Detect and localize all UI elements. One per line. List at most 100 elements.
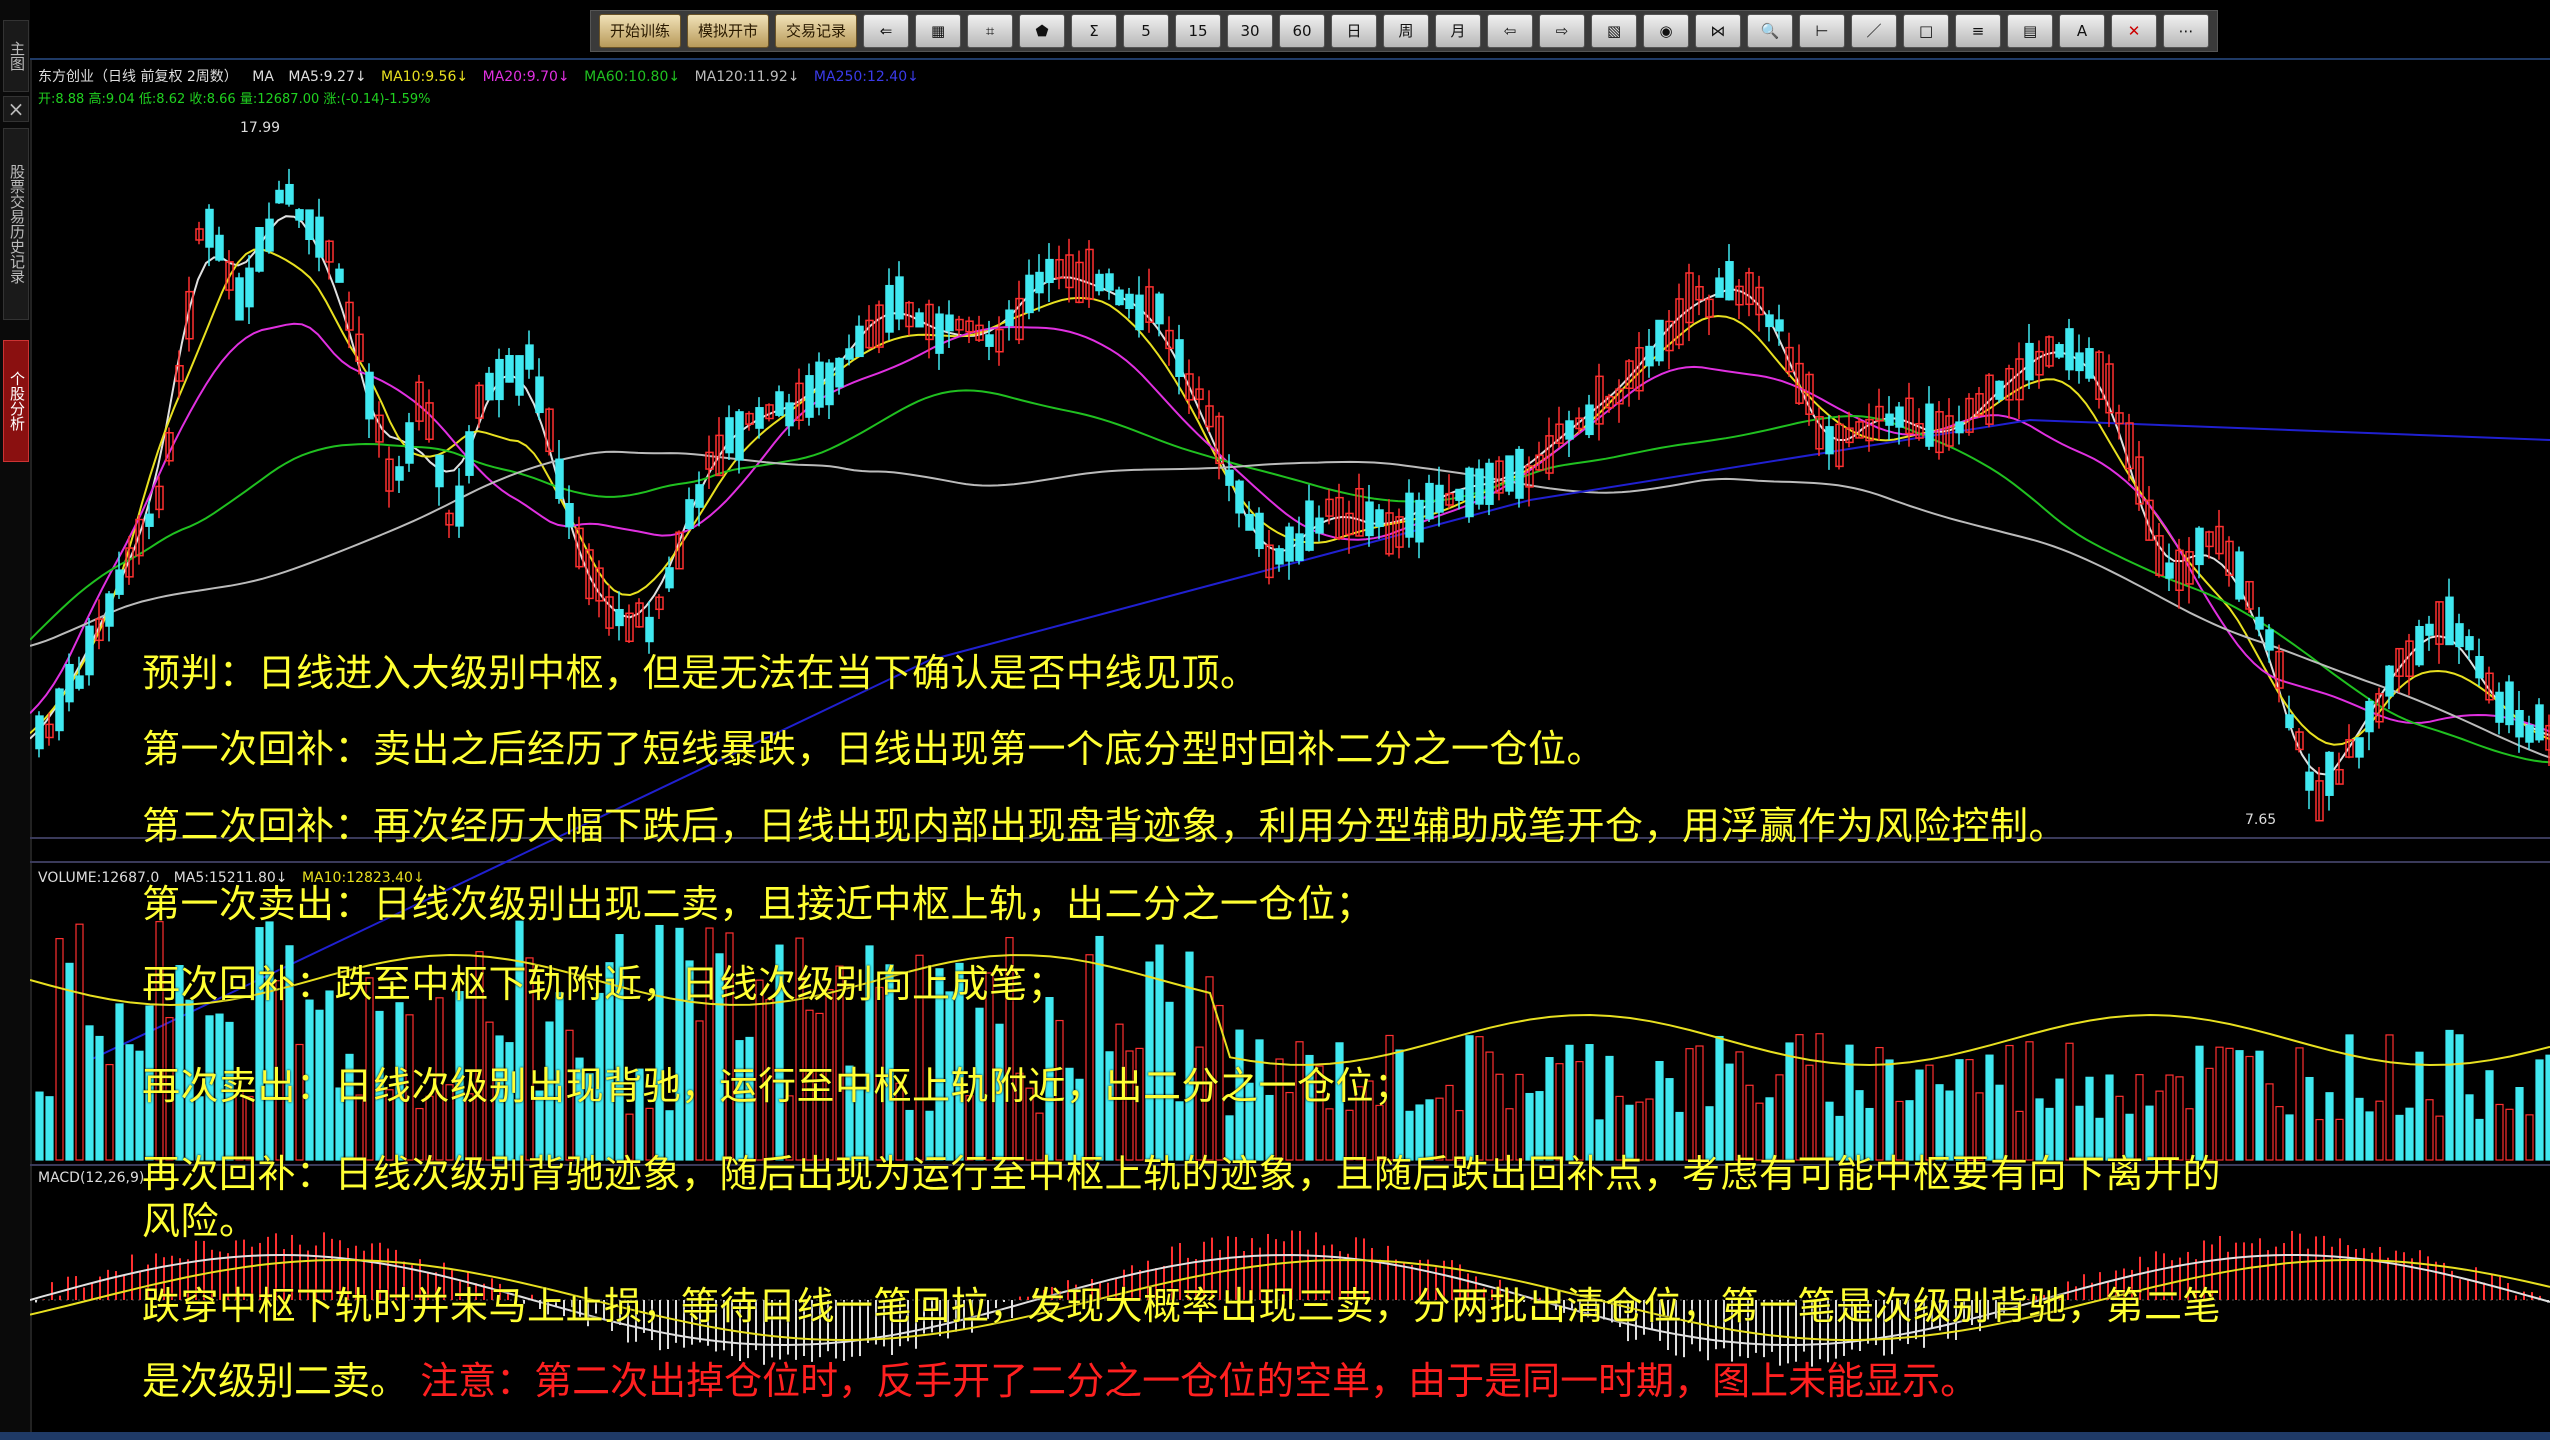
circle-icon[interactable]: ◉ bbox=[1643, 14, 1690, 48]
close-icon[interactable]: × bbox=[3, 96, 29, 122]
candle-body bbox=[2185, 551, 2194, 585]
fit-icon[interactable]: ⋈ bbox=[1695, 14, 1742, 48]
volume-bar bbox=[735, 1040, 744, 1161]
period-30-button[interactable]: 30 bbox=[1227, 14, 1274, 48]
candle-body bbox=[975, 324, 984, 341]
volume-bar bbox=[2525, 1114, 2534, 1161]
ma60-line bbox=[30, 389, 2550, 764]
candle-body bbox=[635, 602, 644, 628]
candle-body bbox=[795, 382, 804, 422]
ohlc-info-line: 开:8.88 高:9.04 低:8.62 收:8.66 量:12687.00 涨… bbox=[38, 88, 441, 107]
volume-bar bbox=[2055, 1078, 2064, 1161]
candle-body bbox=[565, 503, 574, 528]
volume-bar bbox=[445, 1084, 454, 1161]
rect-icon[interactable]: □ bbox=[1903, 14, 1950, 48]
candle-body bbox=[1555, 423, 1564, 444]
period-5-button[interactable]: 5 bbox=[1123, 14, 1170, 48]
candle-body bbox=[735, 411, 744, 461]
period-日-button[interactable]: 日 bbox=[1331, 14, 1378, 48]
candle-body bbox=[1015, 297, 1024, 341]
candle-body bbox=[325, 240, 334, 263]
candle-body bbox=[1105, 273, 1114, 291]
volume-bar bbox=[2285, 1114, 2294, 1161]
volume-bar bbox=[535, 1090, 544, 1161]
simulate-open-button[interactable]: 模拟开市 bbox=[687, 14, 770, 48]
candle-body bbox=[1865, 418, 1874, 442]
volume-bar bbox=[1935, 1084, 1944, 1161]
volume-bar bbox=[215, 1013, 224, 1161]
volume-bar bbox=[1375, 1104, 1384, 1161]
volume-bar bbox=[175, 965, 184, 1161]
range-icon[interactable]: ⊢ bbox=[1799, 14, 1846, 48]
chart-area[interactable]: 东方创业（日线 前复权 2周数） MA MA5:9.27↓ MA10:9.56↓… bbox=[30, 60, 2550, 1435]
next-icon[interactable]: ⇨ bbox=[1539, 14, 1586, 48]
candle-body bbox=[135, 518, 144, 557]
candle-body bbox=[1785, 346, 1794, 373]
candle-body bbox=[2485, 672, 2494, 701]
candle-body bbox=[2175, 549, 2184, 592]
tab-stock-analysis[interactable]: 个股分析 bbox=[3, 340, 29, 462]
volume-bar bbox=[995, 1023, 1004, 1161]
volume-bar bbox=[1895, 1100, 1904, 1161]
tab-trade-history[interactable]: 股票交易历史记录 bbox=[3, 128, 29, 320]
candle-body bbox=[115, 569, 124, 595]
candle-body bbox=[425, 402, 434, 441]
volume-bar bbox=[2325, 1092, 2334, 1161]
candle-body bbox=[1805, 373, 1814, 415]
candle-body bbox=[1595, 375, 1604, 425]
trade-record-button[interactable]: 交易记录 bbox=[775, 14, 858, 48]
candle-body bbox=[1225, 469, 1234, 486]
zoom-icon[interactable]: 🔍 bbox=[1747, 14, 1794, 48]
grid2-icon[interactable]: ⌗ bbox=[967, 14, 1014, 48]
period-月-button[interactable]: 月 bbox=[1435, 14, 1482, 48]
volume-bar bbox=[2295, 1047, 2304, 1161]
candle-body bbox=[985, 334, 994, 347]
volume-bar bbox=[2075, 1105, 2084, 1161]
period-周-button[interactable]: 周 bbox=[1383, 14, 1430, 48]
candle-body bbox=[215, 234, 224, 261]
volume-bar bbox=[2205, 1067, 2214, 1161]
volume-bar bbox=[465, 1093, 474, 1161]
candle-body bbox=[855, 325, 864, 358]
volume-bar bbox=[2195, 1045, 2204, 1161]
text-icon[interactable]: A bbox=[2059, 14, 2106, 48]
volume-bar bbox=[2025, 1041, 2034, 1161]
period-1min-button[interactable]: Σ bbox=[1071, 14, 1118, 48]
candle-body bbox=[1905, 397, 1914, 435]
grid-icon[interactable]: ▦ bbox=[915, 14, 962, 48]
note-second-sell: 是次级别二卖。 bbox=[142, 1359, 409, 1403]
volume-bar bbox=[2345, 1034, 2354, 1161]
candle-body bbox=[2365, 700, 2374, 733]
candle-body bbox=[1985, 374, 1994, 425]
volume-bar bbox=[2435, 1115, 2444, 1161]
candle-body bbox=[155, 485, 164, 511]
back-arrow-icon[interactable]: ⇐ bbox=[863, 14, 910, 48]
volume-ma10: MA10:12823.40↓ bbox=[301, 870, 425, 886]
candle-body bbox=[1385, 512, 1394, 555]
more-icon[interactable]: ⋯ bbox=[2163, 14, 2210, 48]
period-60-button[interactable]: 60 bbox=[1279, 14, 1326, 48]
channel-icon[interactable]: ▤ bbox=[2007, 14, 2054, 48]
fib-icon[interactable]: ≡ bbox=[1955, 14, 2002, 48]
prev-icon[interactable]: ⇦ bbox=[1487, 14, 1534, 48]
volume-bar bbox=[395, 1002, 404, 1161]
candle-body bbox=[165, 432, 174, 462]
volume-bar bbox=[725, 932, 734, 1161]
volume-bar bbox=[1035, 1112, 1044, 1161]
period-15-button[interactable]: 15 bbox=[1175, 14, 1222, 48]
start-training-button[interactable]: 开始训练 bbox=[599, 14, 682, 48]
candle-body bbox=[725, 417, 734, 454]
kline-icon[interactable]: ⬟ bbox=[1019, 14, 1066, 48]
mark-icon[interactable]: ▧ bbox=[1591, 14, 1638, 48]
candle-body bbox=[1585, 404, 1594, 436]
volume-bar bbox=[2115, 1095, 2124, 1161]
candle-body bbox=[175, 365, 184, 382]
volume-bar bbox=[1075, 1078, 1084, 1161]
tab-main-chart[interactable]: 主图 bbox=[3, 20, 29, 92]
volume-bar bbox=[1005, 936, 1014, 1161]
volume-bar bbox=[835, 965, 844, 1161]
delete-icon[interactable]: ✕ bbox=[2111, 14, 2158, 48]
line-icon[interactable]: ／ bbox=[1851, 14, 1898, 48]
volume-bar bbox=[915, 954, 924, 1161]
candle-body bbox=[225, 261, 234, 291]
